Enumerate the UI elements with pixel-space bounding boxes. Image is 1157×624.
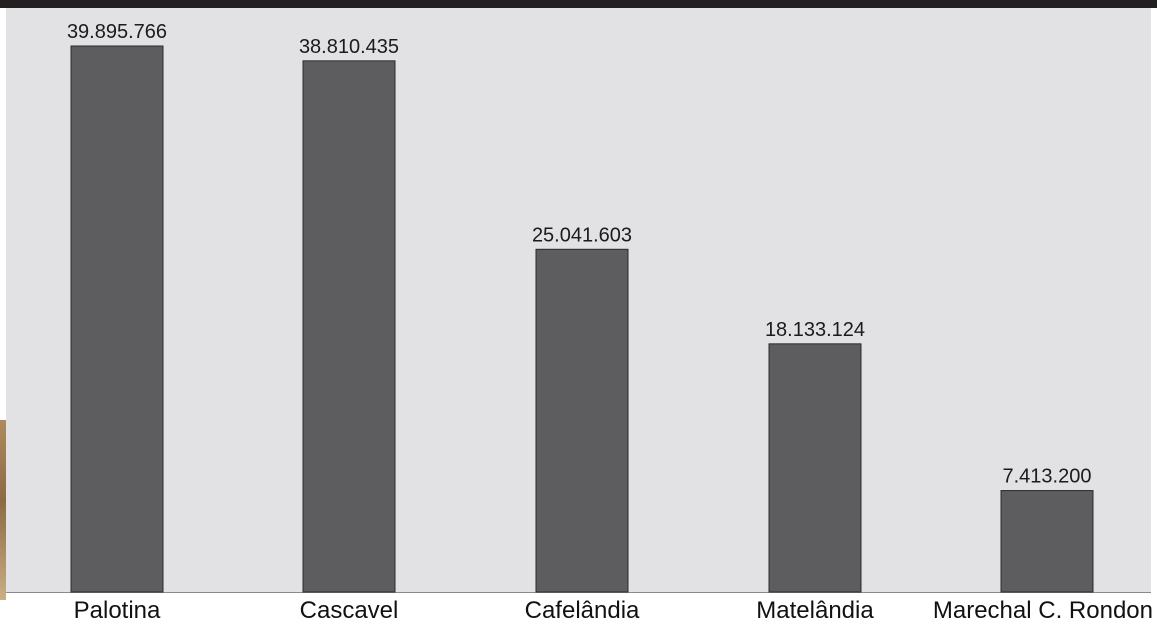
category-label-4: Marechal C. Rondon [933,597,1153,624]
bar-4 [1000,490,1094,593]
bar-0 [70,45,164,593]
value-label-1: 38.810.435 [299,36,399,58]
value-label-2: 25.041.603 [532,224,632,246]
category-label-3: Matelândia [756,597,874,624]
top-band [0,0,1157,8]
category-label-2: Cafelândia [525,597,640,624]
bar-2 [535,248,629,593]
value-label-3: 18.133.124 [765,319,865,341]
category-label-1: Cascavel [300,597,399,624]
value-label-4: 7.413.200 [1003,466,1092,488]
bar-3 [768,343,862,593]
bar-1 [302,60,396,593]
category-label-0: Palotina [74,597,161,624]
value-label-0: 39.895.766 [67,21,167,43]
background-photo-edge [0,420,6,600]
